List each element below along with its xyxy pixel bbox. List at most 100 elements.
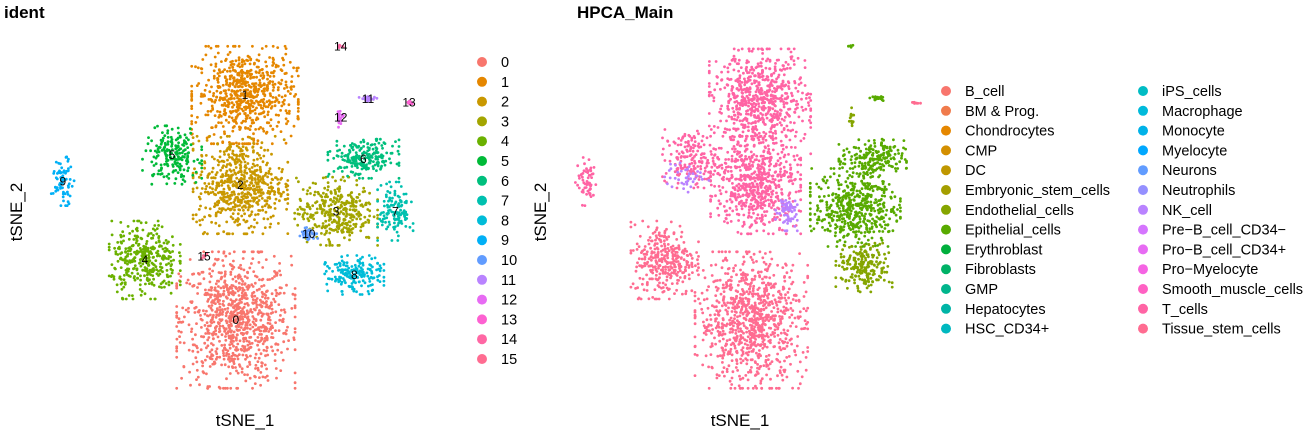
data-point — [215, 355, 219, 359]
data-point — [269, 303, 273, 307]
data-point — [247, 320, 250, 323]
data-point — [206, 190, 210, 194]
data-point — [231, 358, 235, 362]
data-point — [742, 303, 745, 307]
data-point — [356, 196, 360, 199]
data-point — [759, 354, 762, 358]
data-point — [188, 370, 192, 374]
data-point — [344, 215, 348, 218]
data-point — [382, 262, 386, 266]
data-point — [718, 339, 722, 343]
data-point — [273, 202, 277, 205]
data-point — [205, 184, 209, 188]
data-point — [135, 239, 139, 243]
data-point — [254, 274, 257, 278]
data-point — [329, 190, 333, 194]
data-point — [243, 345, 247, 349]
data-point — [722, 366, 726, 369]
data-point — [229, 197, 232, 200]
data-point — [241, 353, 245, 357]
data-point — [393, 225, 397, 229]
data-point — [200, 187, 204, 190]
data-point — [321, 176, 325, 180]
data-point — [765, 75, 769, 78]
data-point — [757, 318, 760, 321]
data-point — [221, 166, 224, 170]
data-point — [126, 249, 130, 253]
data-point — [274, 288, 278, 292]
cluster-label-12: 12 — [334, 111, 348, 125]
data-point — [266, 113, 270, 117]
data-point — [273, 300, 277, 304]
data-point — [765, 116, 769, 120]
data-point — [231, 277, 235, 281]
data-point — [279, 178, 282, 181]
data-point — [191, 272, 194, 276]
data-point — [266, 278, 270, 281]
data-point — [223, 307, 227, 311]
data-point — [345, 165, 349, 169]
data-point — [224, 118, 228, 122]
data-point — [285, 122, 288, 126]
data-point — [195, 360, 199, 364]
data-point — [326, 181, 330, 185]
data-point — [783, 347, 787, 350]
data-point — [141, 157, 144, 161]
data-point — [246, 162, 250, 165]
data-point — [726, 310, 729, 314]
data-point — [240, 152, 244, 156]
data-point — [260, 68, 264, 72]
data-point — [326, 153, 330, 157]
data-point — [700, 307, 704, 311]
cluster-label-9: 9 — [59, 174, 66, 188]
data-point — [264, 296, 267, 300]
data-point — [350, 197, 354, 200]
data-point — [769, 333, 773, 337]
data-point — [296, 74, 300, 78]
data-point — [261, 175, 265, 178]
data-point — [745, 330, 748, 334]
data-point — [341, 277, 345, 280]
data-point — [261, 160, 265, 164]
data-point — [194, 213, 198, 217]
data-point — [759, 381, 763, 385]
data-point — [371, 165, 375, 168]
data-point — [227, 334, 231, 338]
data-point — [305, 212, 309, 216]
data-point — [326, 289, 330, 293]
data-point — [171, 243, 175, 247]
data-point — [393, 189, 397, 193]
data-point — [747, 370, 750, 374]
data-point — [204, 288, 207, 292]
data-point — [261, 361, 264, 365]
data-point — [122, 239, 125, 243]
data-point — [386, 211, 390, 215]
data-point — [785, 344, 789, 348]
data-point — [758, 250, 762, 254]
data-point — [336, 194, 340, 198]
data-point — [256, 182, 260, 186]
data-point — [294, 93, 298, 96]
data-point — [207, 336, 211, 339]
data-point — [221, 125, 225, 128]
data-point — [263, 363, 267, 367]
data-point — [195, 186, 199, 190]
data-point — [203, 166, 207, 170]
data-point — [754, 338, 757, 341]
data-point — [806, 263, 810, 267]
data-point — [283, 94, 287, 98]
data-point — [355, 179, 359, 182]
data-point — [213, 205, 216, 209]
data-point — [808, 96, 811, 100]
data-point — [116, 241, 120, 244]
data-point — [720, 250, 724, 254]
data-point — [382, 199, 386, 203]
data-point — [283, 87, 286, 90]
data-point — [405, 217, 409, 220]
data-point — [328, 242, 332, 245]
data-point — [129, 247, 133, 251]
data-point — [721, 283, 725, 287]
data-point — [361, 279, 365, 283]
data-point — [339, 193, 343, 197]
data-point — [382, 279, 386, 283]
